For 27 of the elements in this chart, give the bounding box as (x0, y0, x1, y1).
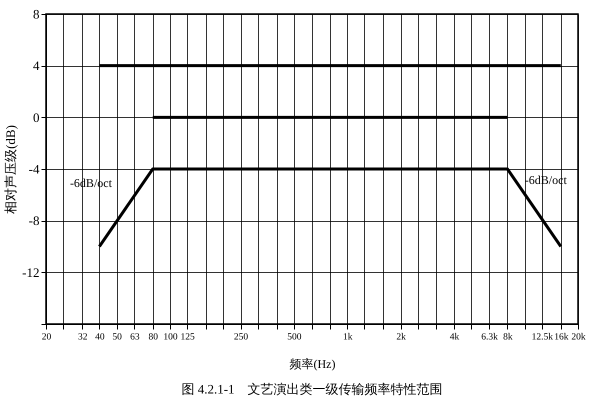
x-tick-label: 250 (234, 332, 248, 342)
y-tick-label: -8 (28, 213, 40, 228)
x-tick-label: 20k (571, 332, 586, 342)
x-tick-label: 63 (130, 332, 140, 342)
x-tick-label: 80 (148, 332, 158, 342)
x-tick-label: 4k (450, 332, 460, 342)
y-tick-label: -12 (22, 264, 40, 280)
x-tick-label: 40 (95, 332, 105, 342)
x-tick-label: 1k (343, 332, 353, 342)
x-tick-label: 8k (503, 332, 513, 342)
text: 图 4.2.1-1 文艺演出类一级传输频率特性范围 (181, 382, 443, 396)
x-tick-label: 50 (112, 332, 122, 342)
x-tick-label: 100 (163, 332, 178, 342)
y-tick-label: -4 (28, 162, 40, 176)
x-tick-label: 32 (78, 332, 88, 342)
y-tick-label: 4 (33, 58, 40, 74)
x-tick-label: 2k (396, 332, 406, 342)
y-tick-label: 0 (33, 110, 40, 125)
x-axis-title: 频率(Hz) (290, 357, 336, 371)
x-tick-label: 500 (287, 332, 302, 342)
x-tick-label: 16k (554, 332, 569, 342)
x-tick-label: 12.5k (532, 332, 554, 342)
y-axis-title: 相对声压级(dB) (3, 125, 18, 214)
x-tick-label: 125 (180, 332, 196, 342)
x-tick-label: 6.3k (481, 332, 498, 342)
y-tick-label: 8 (33, 6, 40, 22)
x-tick-label: 20 (42, 332, 52, 342)
